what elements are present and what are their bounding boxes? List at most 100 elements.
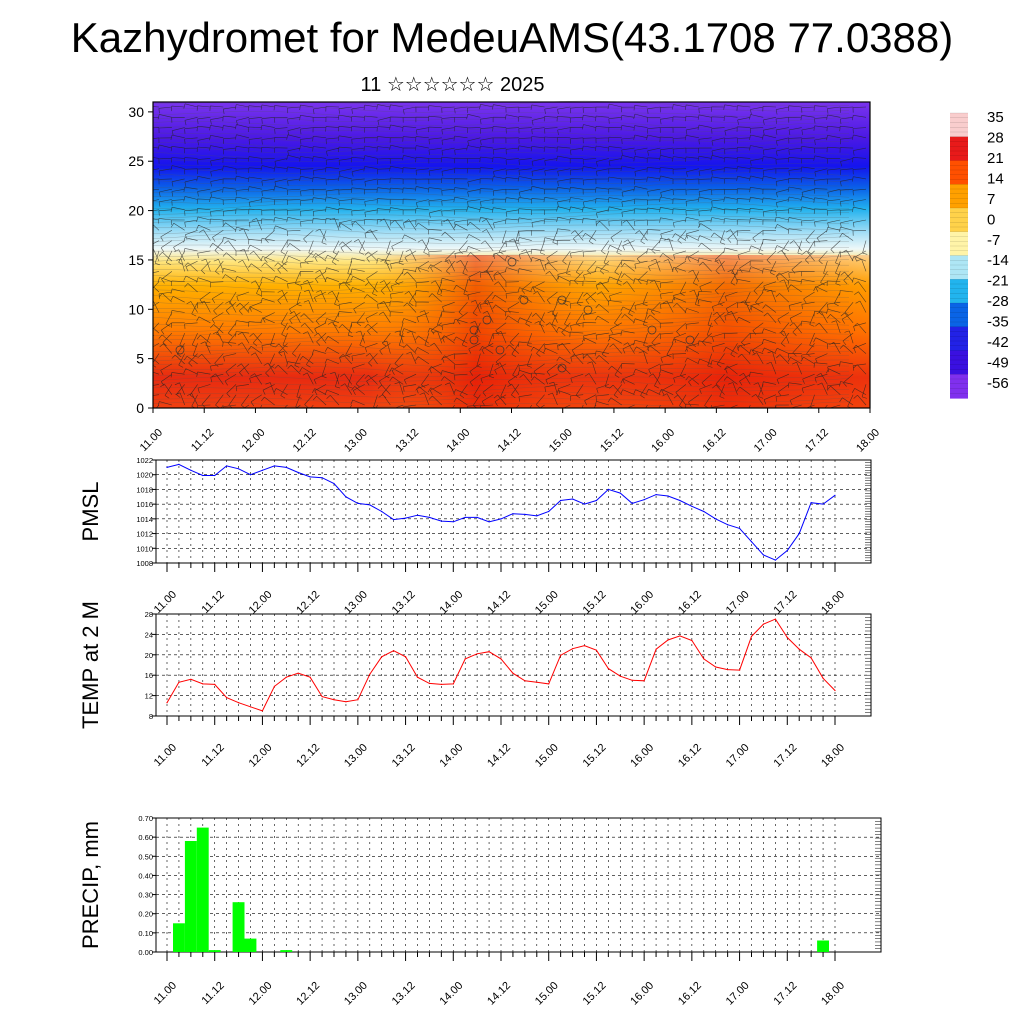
y-tick-label: 24 <box>145 630 153 639</box>
x-tick-label: 14.12 <box>485 742 513 770</box>
data-point <box>715 518 717 520</box>
data-point <box>810 502 812 504</box>
temperature-contour <box>152 325 850 332</box>
calm-wind-marker <box>507 257 517 267</box>
precip-bar <box>232 902 245 952</box>
data-point <box>810 657 812 659</box>
temperature-contour <box>152 345 850 353</box>
data-point <box>583 503 586 505</box>
temperature-contour <box>152 299 849 307</box>
data-point <box>393 650 395 652</box>
x-tick-label: 11.00 <box>152 980 179 1007</box>
data-point <box>643 680 645 682</box>
temperature-contour <box>152 258 850 266</box>
data-point <box>249 474 252 476</box>
y-tick-label: 16 <box>145 671 153 680</box>
data-point <box>202 474 204 477</box>
x-tick-label: 18.00 <box>819 980 847 1008</box>
data-point <box>405 656 407 658</box>
temperature-contour <box>152 121 850 128</box>
data-point <box>285 466 287 468</box>
x-tick-label: 13.00 <box>342 589 370 617</box>
data-point <box>548 510 550 513</box>
data-point <box>536 681 538 683</box>
colorbar-label: -42 <box>987 334 1009 351</box>
data-point <box>524 680 526 682</box>
colorbar-segment <box>950 374 968 399</box>
temperature-contour <box>152 218 850 225</box>
temperature-contour <box>152 254 850 261</box>
calm-wind-marker <box>685 335 695 345</box>
x-tick-label: 12.12 <box>294 589 322 617</box>
colorbar-segment <box>950 184 968 209</box>
data-point <box>357 699 359 701</box>
data-point <box>428 516 430 519</box>
calm-wind-marker <box>583 305 593 315</box>
data-point <box>655 648 657 650</box>
data-point <box>500 658 502 660</box>
data-point <box>214 683 216 686</box>
x-tick-label: 12.00 <box>247 742 275 770</box>
x-tick-label: 11.12 <box>199 589 226 616</box>
y-tick-label: 1012 <box>136 530 153 539</box>
temperature-contour <box>152 375 850 383</box>
data-point <box>572 498 574 500</box>
data-point <box>595 649 598 651</box>
data-point <box>834 494 836 496</box>
x-tick-label: 11.00 <box>152 589 179 616</box>
precip-bar <box>280 950 293 952</box>
data-point <box>727 669 729 671</box>
data-point <box>190 678 192 680</box>
temperature-contour <box>152 284 850 291</box>
y-tick-label: 28 <box>145 610 153 619</box>
data-point <box>607 488 610 490</box>
y-tick-label: 15 <box>128 252 144 268</box>
page-subtitle: 11 ☆☆☆☆☆☆ 2025 <box>360 74 545 96</box>
y-tick-label: 1014 <box>136 515 153 524</box>
calm-wind-marker <box>495 345 505 355</box>
x-tick-label: 12.00 <box>247 589 275 617</box>
data-point <box>500 518 502 520</box>
data-point <box>679 635 681 637</box>
x-tick-label: 18.00 <box>819 742 847 770</box>
data-point <box>786 549 788 552</box>
x-tick-label: 17.00 <box>724 589 752 617</box>
x-tick-label: 14.12 <box>485 980 513 1008</box>
data-point <box>548 683 550 685</box>
temperature-contour <box>152 156 850 164</box>
data-point <box>774 559 777 561</box>
data-point <box>595 499 598 502</box>
data-point <box>739 527 741 530</box>
data-point <box>762 623 765 625</box>
y-tick-label: 0.20 <box>138 910 153 919</box>
colorbar-label: -56 <box>987 375 1009 392</box>
data-point <box>369 673 371 675</box>
data-point <box>178 463 180 465</box>
x-tick-label: 13.00 <box>342 742 370 770</box>
x-tick-label: 18.00 <box>819 589 847 617</box>
temperature-contour <box>152 106 850 113</box>
y-tick-label: 0 <box>136 400 144 416</box>
data-point <box>536 515 538 517</box>
colorbar-label: -49 <box>987 355 1009 372</box>
y-tick-label: 0.00 <box>138 948 153 957</box>
colorbar-label: -7 <box>987 232 1000 249</box>
colorbar-segment <box>950 279 968 304</box>
data-point <box>727 524 729 526</box>
y-tick-label: 0.60 <box>138 833 153 842</box>
colorbar-segment <box>950 255 968 280</box>
data-point <box>464 516 466 519</box>
temperature-contour <box>152 381 850 388</box>
data-point <box>798 533 800 535</box>
y-tick-label: 1020 <box>136 471 153 480</box>
data-point <box>381 656 383 658</box>
data-point <box>464 658 466 660</box>
temperature-contour <box>152 391 850 398</box>
temperature-contour <box>152 386 850 393</box>
temperature-contour <box>152 314 850 322</box>
x-tick-label: 12.12 <box>291 427 319 455</box>
data-point <box>822 503 824 505</box>
x-tick-label: 15.12 <box>581 980 609 1008</box>
axis-label: PRECIP, mm <box>78 821 103 949</box>
y-tick-label: 20 <box>128 203 144 219</box>
